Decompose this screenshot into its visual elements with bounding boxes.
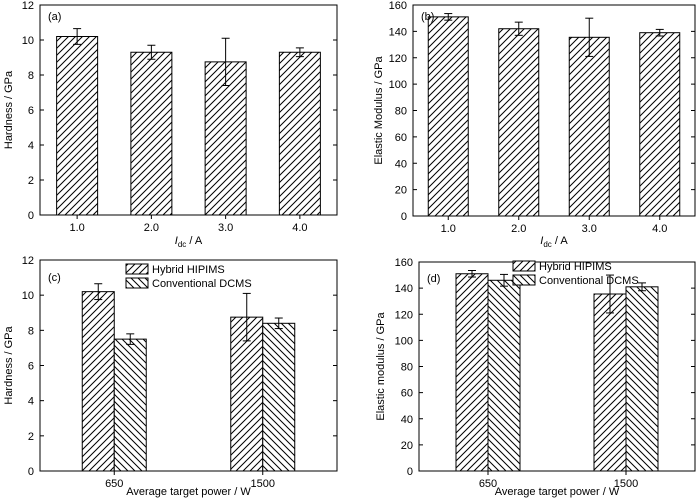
y-tick-label: 0 xyxy=(28,210,34,222)
y-tick-label: 4 xyxy=(28,140,34,152)
x-tick-label: 2.0 xyxy=(144,222,159,234)
y-axis-label: Elastic modulus / GPa xyxy=(375,312,387,421)
panel-label: (a) xyxy=(48,11,61,23)
x-tick-label: 1.0 xyxy=(441,223,456,235)
x-tick-label: 4.0 xyxy=(652,223,667,235)
y-tick-label: 100 xyxy=(389,79,407,91)
legend-swatch xyxy=(125,263,149,275)
y-tick-label: 2 xyxy=(28,431,34,443)
x-tick-label: 1.0 xyxy=(69,222,84,234)
bar xyxy=(56,36,99,216)
x-axis-label-subscript: dc xyxy=(178,240,186,249)
bar xyxy=(593,293,627,472)
y-tick-label: 60 xyxy=(401,388,413,400)
x-tick-label: 2.0 xyxy=(511,223,526,235)
x-axis-label: Average target power / W xyxy=(126,486,251,498)
y-tick-label: 120 xyxy=(389,53,407,65)
y-tick-label: 10 xyxy=(22,35,34,47)
x-tick-label: 3.0 xyxy=(218,222,233,234)
legend-label: Conventional DCMS xyxy=(152,278,252,290)
y-axis-label: Hardness / GPa xyxy=(3,325,15,404)
bar xyxy=(204,61,247,216)
panel-label: (b) xyxy=(421,11,434,23)
bar xyxy=(262,322,296,472)
bar xyxy=(487,279,521,472)
chart-panel-2: 0 20 40 60 80 100 120 140 160 1.0 2.0 3.0 4.0 (b) Elas… xyxy=(373,0,696,249)
legend-label: Conventional DCMS xyxy=(539,275,639,287)
panel-label: (c) xyxy=(48,272,61,284)
legend-label: Hybrid HIPIMS xyxy=(152,264,225,276)
bar xyxy=(81,291,115,472)
legend-swatch xyxy=(125,277,149,289)
x-axis-label: Idc / A xyxy=(540,235,568,249)
bar xyxy=(639,32,681,217)
y-tick-label: 60 xyxy=(395,132,407,144)
bar xyxy=(455,273,489,472)
y-tick-label: 8 xyxy=(28,325,34,337)
y-tick-label: 12 xyxy=(22,255,34,267)
x-tick-label: 1500 xyxy=(614,478,638,490)
legend-label: Hybrid HIPIMS xyxy=(539,261,612,273)
y-tick-label: 6 xyxy=(28,361,34,373)
y-tick-label: 4 xyxy=(28,396,34,408)
x-axis-label-subscript: dc xyxy=(543,240,551,249)
y-tick-label: 40 xyxy=(401,414,413,426)
y-tick-label: 80 xyxy=(395,106,407,118)
x-tick-label: 650 xyxy=(105,478,123,490)
bar xyxy=(278,51,321,216)
bar xyxy=(568,36,610,217)
y-tick-label: 140 xyxy=(395,283,413,295)
y-tick-label: 100 xyxy=(395,335,413,347)
y-tick-label: 0 xyxy=(407,466,413,478)
chart-panel-3: 0 2 4 6 8 10 12 650 1500 (c) Hardness / GPa Average… xyxy=(3,255,338,498)
legend-swatch xyxy=(512,260,536,272)
x-axis-label: Idc / A xyxy=(175,235,203,249)
y-tick-label: 0 xyxy=(28,466,34,478)
x-axis-label-unit: / A xyxy=(552,235,569,247)
chart-panel-1: 0 2 4 6 8 10 12 1.0 2.0 3.0 4.0 (a) Hardness / GPa Id… xyxy=(3,0,338,249)
y-tick-label: 160 xyxy=(395,257,413,269)
y-tick-label: 6 xyxy=(28,105,34,117)
bar xyxy=(427,16,469,217)
y-tick-label: 120 xyxy=(395,309,413,321)
x-tick-label: 1500 xyxy=(251,478,275,490)
x-axis-label-symbol: I xyxy=(175,235,178,247)
y-tick-label: 20 xyxy=(395,185,407,197)
y-tick-label: 80 xyxy=(401,362,413,374)
y-tick-label: 10 xyxy=(22,290,34,302)
y-tick-label: 0 xyxy=(401,211,407,223)
chart-panel-4: 0 20 40 60 80 100 120 140 160 650 1500 (d) Elastic m… xyxy=(375,257,696,498)
y-tick-label: 2 xyxy=(28,175,34,187)
x-axis-label-symbol: I xyxy=(540,235,543,247)
bar xyxy=(130,51,173,216)
bar xyxy=(113,338,147,472)
x-axis-label-unit: / A xyxy=(186,235,203,247)
bar xyxy=(498,28,540,217)
x-tick-label: 650 xyxy=(479,478,497,490)
y-axis-label: Hardness / GPa xyxy=(3,70,15,149)
panel-label: (d) xyxy=(427,273,440,285)
y-tick-label: 140 xyxy=(389,26,407,38)
x-axis-label: Average target power / W xyxy=(495,486,620,498)
bar xyxy=(625,286,659,472)
y-tick-label: 40 xyxy=(395,158,407,170)
y-axis-label: Elastic Modulus / GPa xyxy=(373,56,385,165)
y-tick-label: 12 xyxy=(22,0,34,12)
y-tick-label: 8 xyxy=(28,70,34,82)
legend-swatch xyxy=(512,274,536,286)
x-tick-label: 4.0 xyxy=(292,222,307,234)
x-tick-label: 3.0 xyxy=(582,223,597,235)
y-tick-label: 160 xyxy=(389,0,407,12)
y-tick-label: 20 xyxy=(401,440,413,452)
